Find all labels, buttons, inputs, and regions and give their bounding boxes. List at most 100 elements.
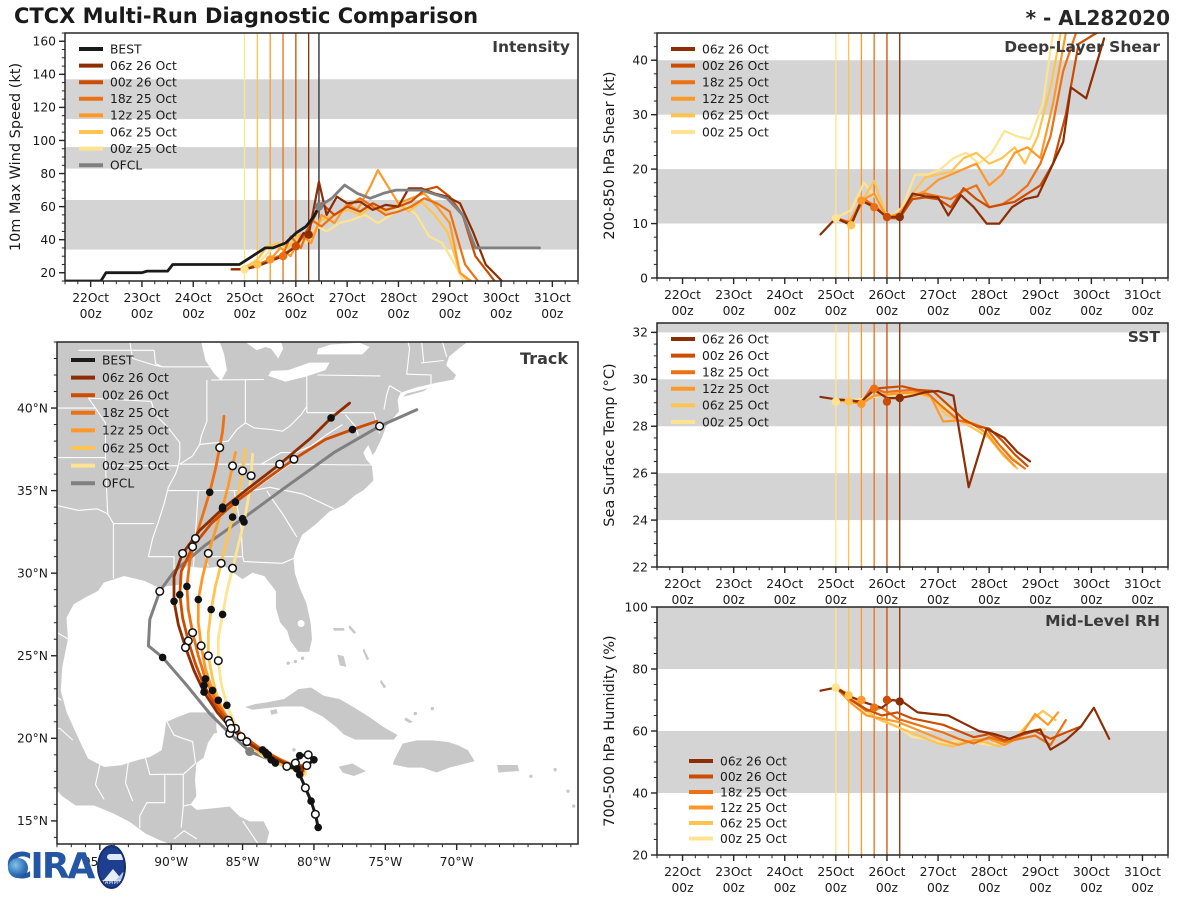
lake	[245, 342, 284, 359]
position-marker-open	[289, 454, 299, 464]
state-border	[94, 764, 105, 800]
islet	[572, 804, 576, 808]
legend-label: 06z 26 Oct	[702, 332, 769, 346]
state-border	[242, 820, 259, 844]
position-marker-open	[213, 656, 223, 666]
islet	[430, 706, 435, 711]
tick-label: 24Oct	[766, 288, 803, 302]
legend-label: 00z 26 Oct	[720, 770, 787, 784]
category-band	[657, 379, 1168, 427]
y-axis-label: 10m Max Wind Speed (kt)	[8, 63, 24, 251]
island	[242, 686, 399, 741]
mountain-icon	[115, 872, 125, 881]
island	[331, 627, 346, 632]
tick-label: 00z	[978, 593, 1000, 607]
init-dot	[844, 397, 853, 406]
map-frame	[56, 341, 579, 845]
track-run	[206, 447, 303, 773]
tick-label: 29Oct	[1022, 288, 1059, 302]
tick-label: 00z	[825, 304, 847, 318]
position-marker-open	[196, 641, 206, 651]
tick-label: 20°N	[17, 732, 48, 746]
init-dot	[291, 242, 301, 251]
island	[400, 387, 430, 399]
tick-label: 00z	[927, 304, 949, 318]
init-dot	[846, 220, 856, 230]
state-border	[179, 422, 291, 465]
tick-label: 29Oct	[431, 291, 468, 305]
legend-label: 00z 25 Oct	[702, 125, 769, 139]
panel-title: SST	[1128, 328, 1161, 346]
tick-label: 00z	[336, 307, 358, 321]
tick-label: 00z	[1029, 593, 1051, 607]
series-rh	[834, 686, 1083, 742]
legend-label: 00z 25 Oct	[720, 832, 787, 846]
position-marker-filled	[327, 414, 335, 422]
legend-label: BEST	[110, 42, 142, 56]
position-marker-filled	[194, 595, 203, 604]
tick-label: 00z	[131, 307, 153, 321]
position-marker-open	[238, 466, 248, 476]
tick-label: 00z	[978, 304, 1000, 318]
islet	[529, 774, 533, 778]
tick-label: 25Oct	[817, 288, 854, 302]
tick-label: 23Oct	[123, 291, 160, 305]
tick-label: 20	[632, 162, 648, 176]
series-rh	[834, 686, 1057, 748]
position-marker-open	[226, 723, 236, 733]
init-dot	[266, 255, 275, 264]
legend-label: OFCL	[110, 159, 142, 173]
position-marker-open	[236, 732, 246, 742]
cloud-icon	[107, 854, 125, 860]
position-marker-open	[203, 548, 213, 558]
tick-label: 00z	[774, 593, 796, 607]
panel-track-map: 95°W90°W85°W80°W75°W70°W15°N20°N25°N30°N…	[17, 341, 579, 869]
tick-label: 28Oct	[971, 288, 1008, 302]
tick-label: 29Oct	[1022, 577, 1059, 591]
tick-label: 00z	[285, 307, 307, 321]
panel-title: Track	[520, 349, 568, 368]
position-marker-open	[188, 628, 198, 638]
tick-label: 00z	[439, 307, 461, 321]
state-border	[289, 406, 308, 427]
lake	[316, 342, 370, 355]
init-dot	[857, 695, 866, 705]
tick-label: 00z	[723, 881, 745, 895]
tick-label: 15°N	[17, 814, 48, 828]
legend-label: 00z 25 Oct	[102, 459, 169, 473]
tick-label: 22Oct	[664, 577, 701, 591]
tick-label: 28Oct	[971, 865, 1008, 879]
position-marker-open	[188, 542, 198, 552]
category-band	[657, 60, 1168, 115]
legend-label: 06z 25 Oct	[702, 399, 769, 413]
position-marker-filled	[170, 597, 178, 606]
tick-label: 22Oct	[72, 291, 109, 305]
tick-label: 30	[632, 373, 648, 387]
tick-label: 24Oct	[766, 865, 803, 879]
tick-label: 30Oct	[1073, 865, 1110, 879]
legend-label: 06z 26 Oct	[720, 754, 787, 768]
islet	[553, 767, 557, 772]
series-intensity	[238, 200, 470, 281]
state-border	[211, 378, 265, 381]
init-dot	[857, 399, 866, 409]
tick-label: 28Oct	[380, 291, 417, 305]
position-marker-filled	[200, 681, 208, 690]
tick-label: 31Oct	[1124, 577, 1161, 591]
position-marker-open	[302, 761, 312, 771]
position-marker-filled	[218, 610, 227, 619]
tick-label: 26Oct	[868, 865, 905, 879]
map-layers	[57, 342, 578, 844]
init-dot	[869, 203, 879, 212]
category-band	[65, 79, 578, 119]
tick-label: 26Oct	[868, 288, 905, 302]
tick-label: 22Oct	[664, 865, 701, 879]
tick-label: 00z	[876, 593, 898, 607]
position-marker-filled	[205, 488, 214, 497]
position-marker-filled	[158, 653, 167, 662]
state-border	[266, 490, 298, 538]
legend-label: 12z 25 Oct	[720, 801, 787, 815]
state-border	[180, 805, 184, 828]
tick-label: 25°N	[17, 649, 48, 663]
state-border	[57, 504, 108, 515]
